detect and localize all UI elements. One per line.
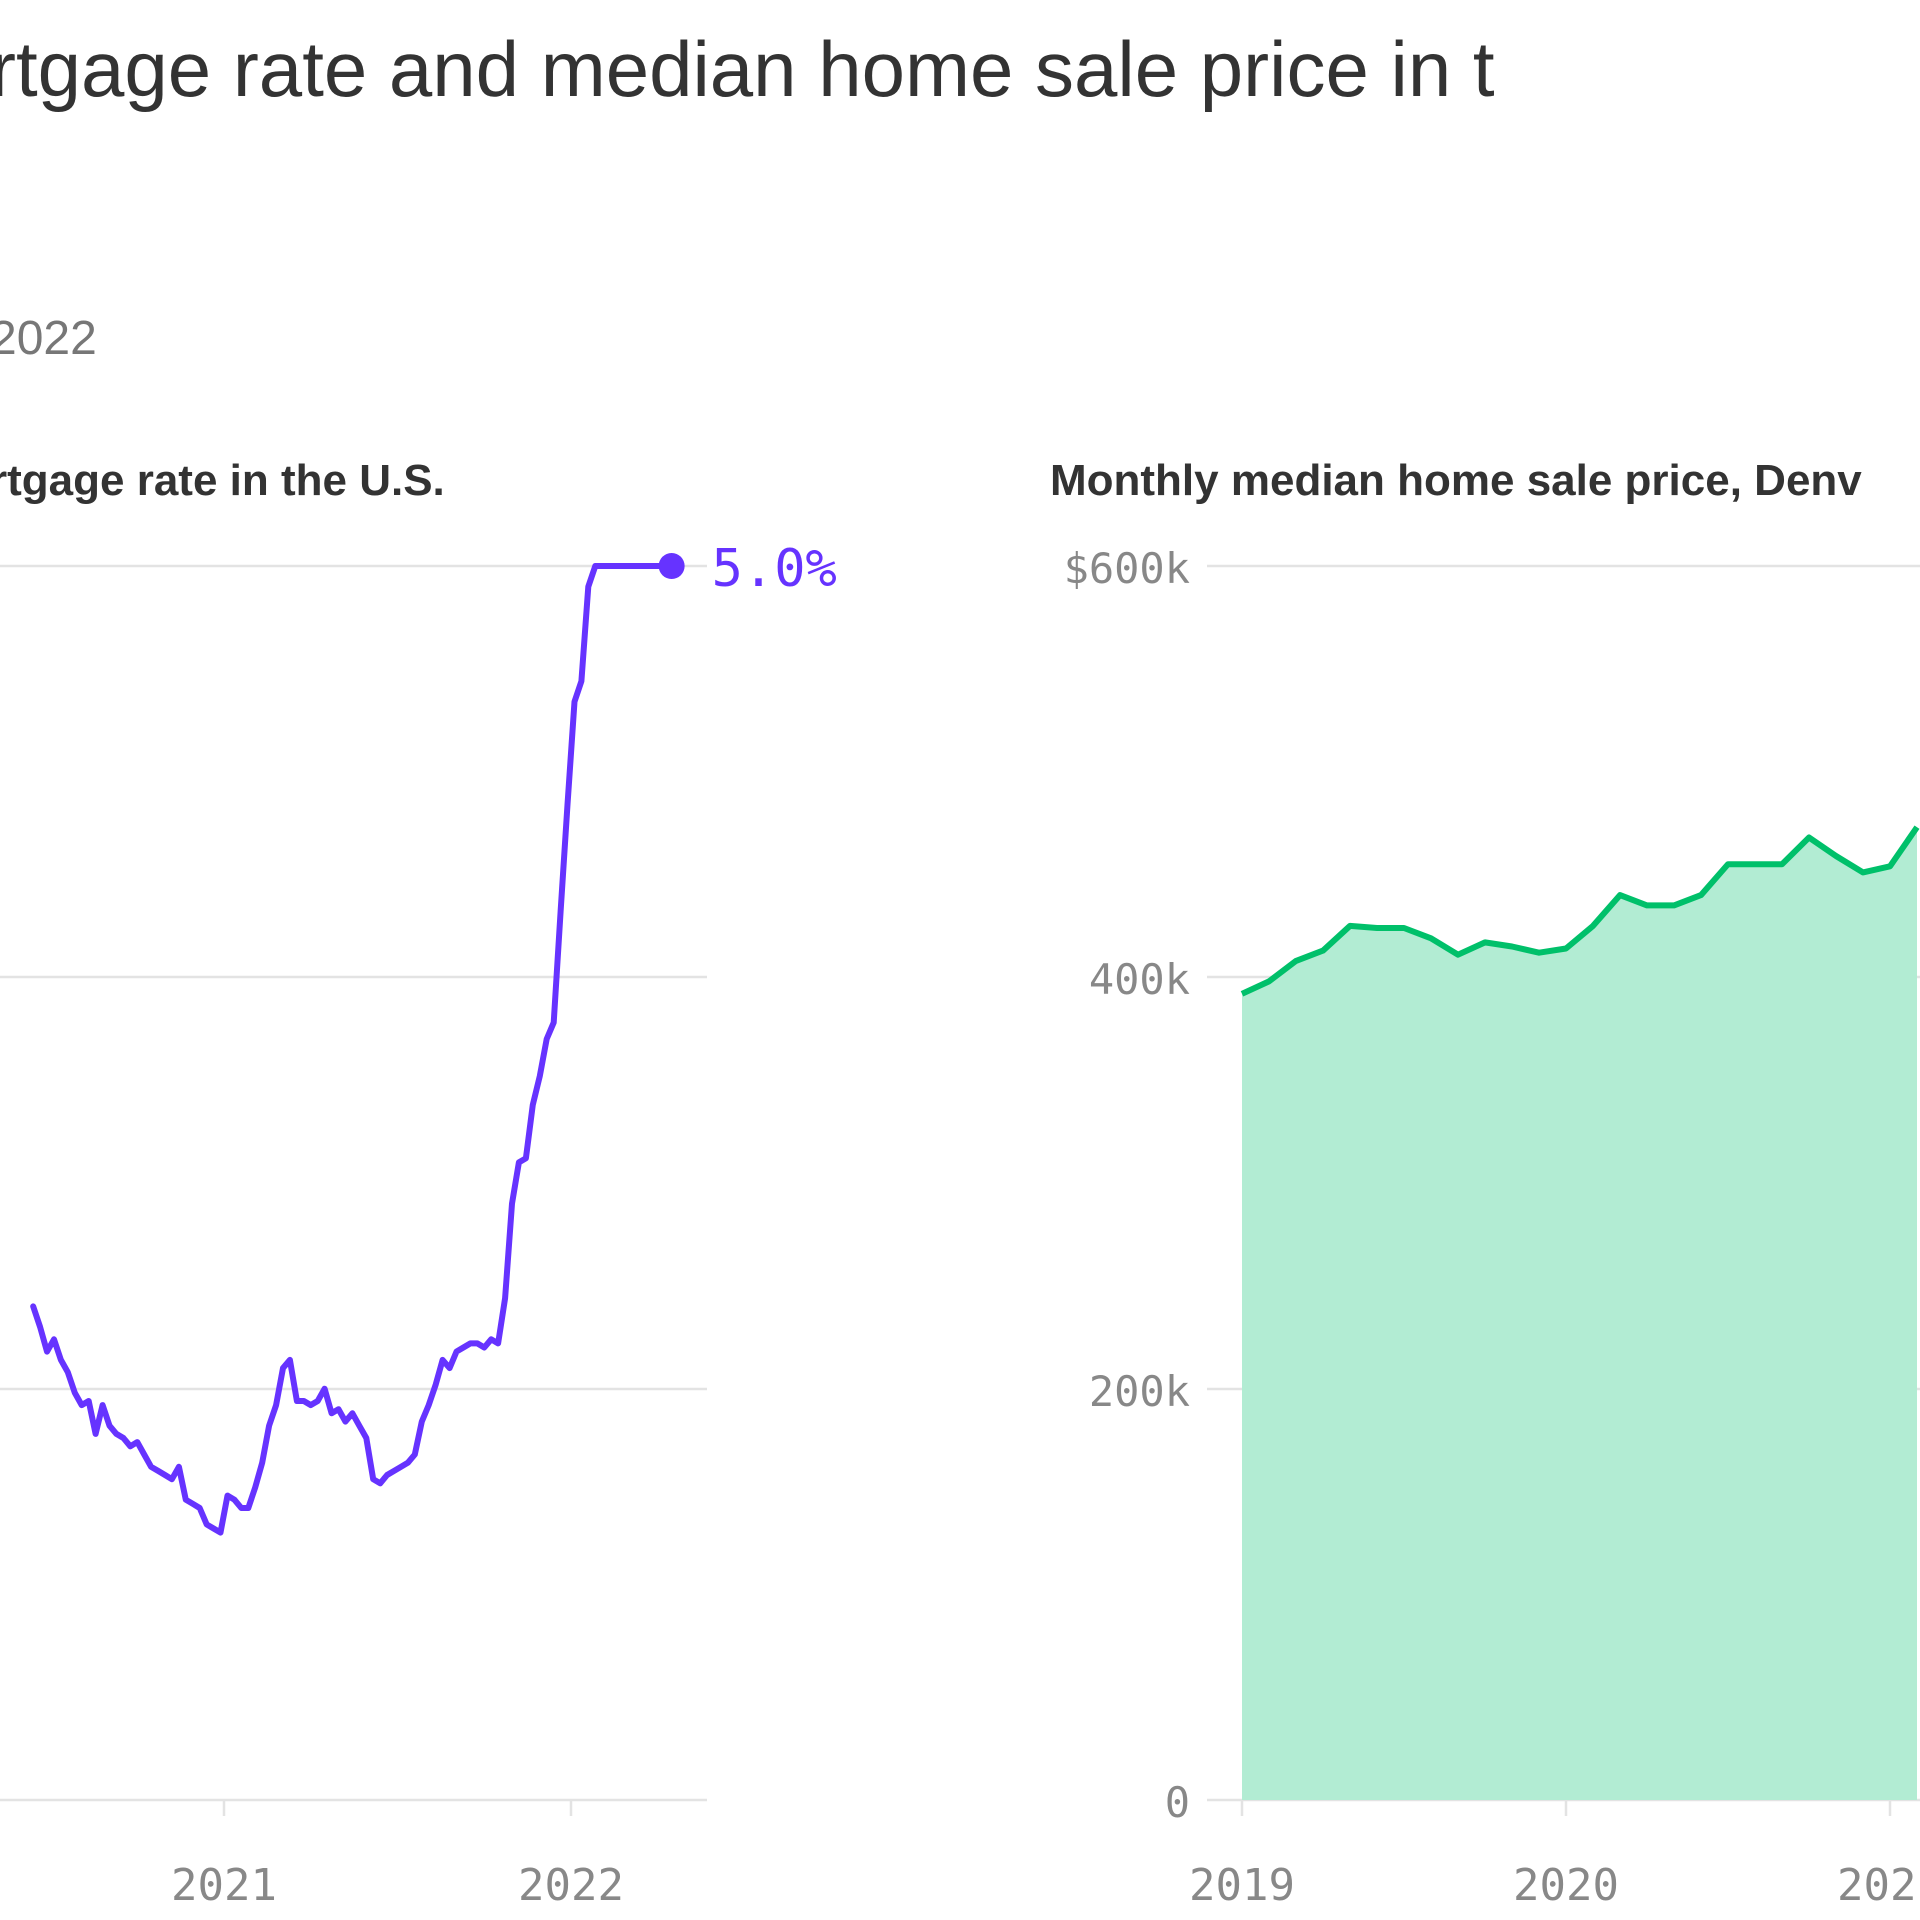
page-subtitle: 2022	[0, 312, 97, 365]
x-tick-label-2020: 2020	[1513, 1860, 1619, 1911]
x-tick-label-2021: 2021	[171, 1860, 277, 1911]
y-tick-label-400k: 400k	[1089, 955, 1190, 1004]
latest-rate-marker	[658, 553, 685, 579]
y-tick-label-200k: 200k	[1089, 1367, 1190, 1416]
x-tick-label-2022: 2022	[518, 1860, 624, 1911]
latest-rate-label: 5.0%	[712, 539, 837, 599]
y-tick-label-0: 0	[1165, 1778, 1190, 1827]
home-price-chart: Monthly median home sale price, Denv $60…	[1050, 456, 1920, 1911]
home-price-line	[1240, 825, 1920, 997]
home-price-chart-title: Monthly median home sale price, Denv	[1050, 456, 1862, 505]
y-tick-label-600k: $600k	[1064, 544, 1190, 593]
mortgage-rate-line	[30, 563, 675, 1536]
page-title: rtgage rate and median home sale price i…	[0, 25, 1495, 113]
home-price-area	[1242, 827, 1917, 1800]
x-tick-label-2019: 2019	[1189, 1860, 1295, 1911]
mortgage-chart-title: rtgage rate in the U.S.	[0, 456, 445, 505]
mortgage-rate-chart: rtgage rate in the U.S. 2021 2022 5.0%	[0, 456, 837, 1911]
x-tick-label-2021: 2021	[1837, 1860, 1920, 1911]
